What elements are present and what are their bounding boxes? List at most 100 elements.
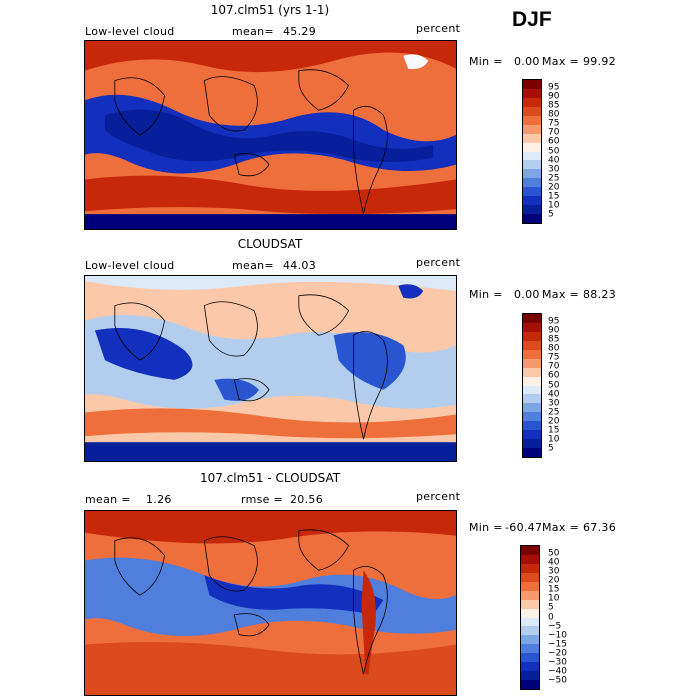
panel-2-colorbar [522, 313, 542, 458]
colorbar-segment [523, 196, 541, 206]
colorbar-tick-label: 40 [548, 557, 560, 568]
pacific-negative [204, 575, 384, 615]
colorbar-segment [523, 160, 541, 170]
colorbar-tick-label: 80 [548, 109, 560, 120]
coastline-south-america [353, 331, 388, 440]
panel-1-max-label: Max = [542, 55, 579, 68]
panel-3-rmse-label: rmse = [241, 493, 284, 506]
eurasia-clear [94, 327, 193, 380]
colorbar-tick-label: 90 [548, 325, 560, 336]
colorbar-segment [521, 662, 539, 672]
colorbar-tick-label: 5 [548, 443, 554, 454]
colorbar-segment [523, 97, 541, 107]
colorbar-segment [523, 88, 541, 98]
panel-3-max-label: Max = [542, 521, 579, 534]
panel-3-units: percent [416, 490, 461, 503]
colorbar-segment [523, 322, 541, 332]
panel-3-mean-value: 1.26 [146, 493, 172, 506]
colorbar-segment [523, 314, 541, 323]
panel-2-title: CLOUDSAT [237, 237, 303, 251]
colorbar-tick-label: 50 [548, 380, 560, 390]
colorbar-segment [523, 106, 541, 116]
colorbar-tick-label: 5 [548, 209, 554, 220]
panel-1-map [84, 40, 457, 230]
colorbar-tick-label: −15 [548, 639, 567, 650]
panel-3-mean-label: mean = [85, 493, 131, 506]
panel-3-title: 107.clm51 - CLOUDSAT [199, 471, 341, 485]
colorbar-segment [523, 80, 541, 89]
southern-ocean-cloud-band [85, 175, 456, 215]
colorbar-tick-label: 60 [548, 136, 560, 147]
colorbar-segment [521, 546, 539, 555]
colorbar-segment [523, 340, 541, 350]
colorbar-tick-label: 40 [548, 389, 560, 400]
coastline-australia [233, 378, 270, 402]
panel-3-min-label: Min = [469, 521, 503, 534]
panel-2-max-value: 88.23 [583, 288, 616, 301]
colorbar-tick-label: 50 [548, 146, 560, 156]
colorbar-segment [521, 572, 539, 582]
colorbar-segment [521, 581, 539, 591]
colorbar-tick-label: 30 [548, 398, 560, 409]
colorbar-tick-label: 85 [548, 334, 560, 345]
colorbar-segment [521, 608, 539, 618]
colorbar-segment [523, 214, 541, 223]
colorbar-tick-label: 75 [548, 118, 560, 129]
colorbar-segment [523, 376, 541, 386]
panel-2-variable-label: Low-level cloud [85, 259, 175, 272]
arctic-band [85, 276, 456, 291]
colorbar-segment [521, 644, 539, 654]
colorbar-tick-label: 30 [548, 566, 560, 577]
colorbar-tick-label: 90 [548, 91, 560, 102]
coastline-australia [233, 153, 270, 177]
coastline-north-america [298, 69, 350, 111]
colorbar-tick-label: 60 [548, 370, 560, 381]
coastline-asia [203, 536, 258, 592]
colorbar-tick-label: 0 [548, 612, 554, 622]
panel-1-units: percent [416, 22, 461, 35]
panel-3-colorbar [520, 545, 540, 690]
arctic-cloud-band [85, 41, 456, 73]
colorbar-segment [521, 599, 539, 609]
panel-1-mean-label: mean= [232, 25, 274, 38]
panel-1-variable-label: Low-level cloud [85, 25, 175, 38]
coastline-asia [203, 76, 258, 132]
coastline-africa [114, 537, 165, 596]
southern-ocean-band [85, 408, 456, 439]
colorbar-segment [523, 412, 541, 422]
colorbar-segment [523, 124, 541, 134]
colorbar-tick-label: 10 [548, 434, 560, 445]
coastline-africa [114, 77, 165, 136]
colorbar-segment [523, 349, 541, 359]
colorbar-tick-label: −20 [548, 648, 567, 659]
colorbar-tick-label: 80 [548, 343, 560, 354]
subtropical-minimum [104, 109, 434, 163]
panel-2-mean-label: mean= [232, 259, 274, 272]
coastline-north-america [298, 294, 350, 336]
colorbar-tick-label: 15 [548, 425, 560, 436]
panel-1-max-value: 99.92 [583, 55, 616, 68]
colorbar-tick-label: 75 [548, 352, 560, 363]
colorbar-segment [523, 115, 541, 125]
colorbar-segment [523, 439, 541, 449]
panel-3-map [84, 510, 457, 696]
colorbar-segment [523, 367, 541, 377]
arctic-positive [85, 511, 456, 544]
colorbar-segment [521, 635, 539, 645]
coastline-south-america [353, 105, 388, 215]
americas-clear [333, 332, 406, 390]
colorbar-tick-label: 20 [548, 575, 560, 586]
panel-3-map-svg [85, 511, 456, 695]
panel-1-colorbar-ticks: 95 90 85 80 75 70 60 50 40 30 25 20 15 10 5 [548, 79, 578, 224]
colorbar-tick-label: −40 [548, 666, 567, 677]
panel-2-units: percent [416, 256, 461, 269]
colorbar-segment [521, 653, 539, 663]
panel-3-rmse-value: 20.56 [290, 493, 323, 506]
colorbar-tick-label: 70 [548, 361, 560, 372]
colorbar-tick-label: 30 [548, 164, 560, 175]
colorbar-segment [523, 331, 541, 341]
colorbar-segment [523, 178, 541, 188]
colorbar-tick-label: −10 [548, 630, 567, 641]
colorbar-segment [521, 563, 539, 573]
colorbar-tick-label: 10 [548, 593, 560, 604]
